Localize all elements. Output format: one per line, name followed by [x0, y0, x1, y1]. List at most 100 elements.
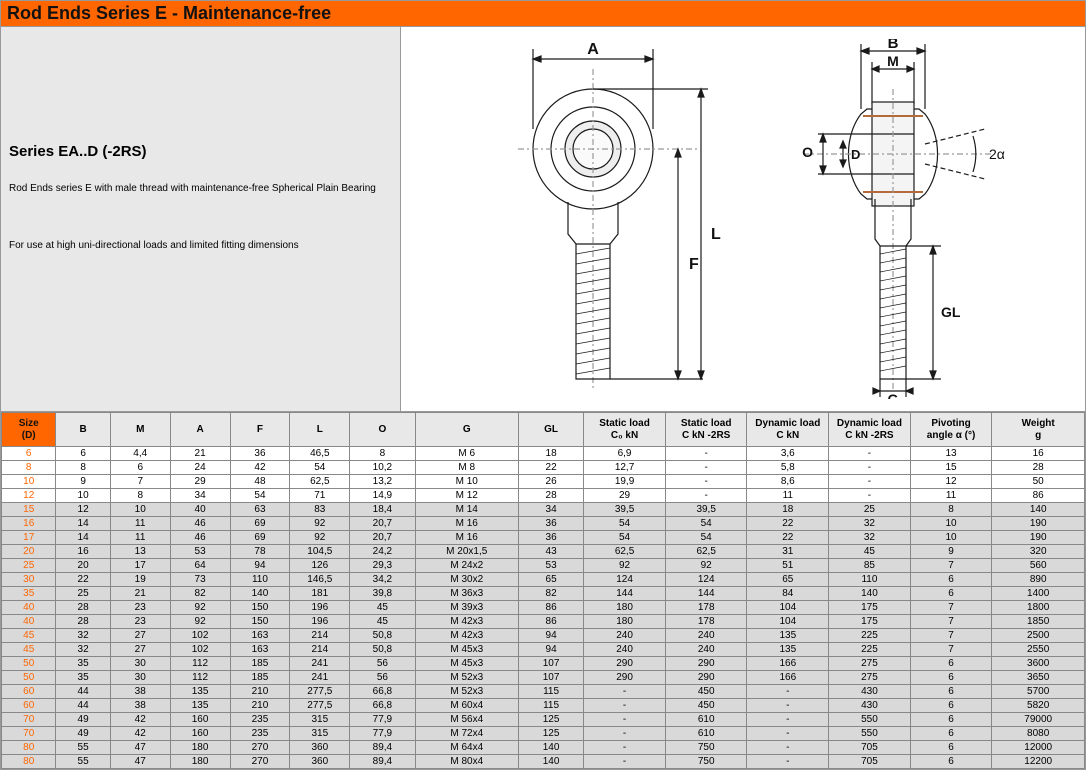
table-cell: 290 [665, 671, 747, 685]
table-cell: 10 [2, 475, 56, 489]
table-cell: 610 [665, 713, 747, 727]
table-cell: 62,5 [290, 475, 350, 489]
table-cell: 290 [584, 657, 666, 671]
table-cell: 44 [56, 685, 110, 699]
table-cell: 71 [290, 489, 350, 503]
table-cell: 34 [170, 489, 230, 503]
table-cell: M 42x3 [415, 615, 518, 629]
table-cell: 180 [170, 741, 230, 755]
table-cell: 45 [350, 615, 415, 629]
table-cell: M 14 [415, 503, 518, 517]
table-cell: 6 [910, 573, 992, 587]
table-cell: 135 [747, 629, 829, 643]
table-cell: 26 [518, 475, 583, 489]
table-cell: 21 [110, 587, 170, 601]
table-cell: 89,4 [350, 755, 415, 769]
table-cell: 275 [829, 657, 911, 671]
table-cell: 30 [2, 573, 56, 587]
table-cell: 1400 [992, 587, 1085, 601]
table-cell: 34 [518, 503, 583, 517]
table-cell: 107 [518, 671, 583, 685]
table-cell: M 45x3 [415, 643, 518, 657]
table-cell: 11 [110, 517, 170, 531]
table-cell: 163 [230, 629, 290, 643]
table-cell: 13 [910, 447, 992, 461]
table-cell: 7 [910, 643, 992, 657]
table-cell: 430 [829, 685, 911, 699]
table-cell: 32 [56, 643, 110, 657]
table-cell: 64 [170, 559, 230, 573]
table-cell: 44 [56, 699, 110, 713]
table-row: 1210834547114,9M 122829-11-1186 [2, 489, 1085, 503]
table-cell: 2500 [992, 629, 1085, 643]
col-header: Dynamic loadC kN [747, 413, 829, 447]
table-cell: 241 [290, 671, 350, 685]
table-row: 3525218214018139,8M 36x38214414484140614… [2, 587, 1085, 601]
table-cell: 8080 [992, 727, 1085, 741]
table-row: 45322710216321450,8M 42x3942402401352257… [2, 629, 1085, 643]
table-cell: 175 [829, 615, 911, 629]
table-cell: 5700 [992, 685, 1085, 699]
table-row: 4028239215019645M 39x3861801781041757180… [2, 601, 1085, 615]
col-header: Static loadC₀ kN [584, 413, 666, 447]
table-cell: 89,4 [350, 741, 415, 755]
table-cell: 77,9 [350, 713, 415, 727]
table-cell: 22 [747, 517, 829, 531]
table-cell: 240 [665, 629, 747, 643]
rod-end-front-view: A [463, 39, 723, 399]
table-cell: 277,5 [290, 699, 350, 713]
table-cell: 140 [992, 503, 1085, 517]
table-cell: 53 [518, 559, 583, 573]
col-header: Size(D) [2, 413, 56, 447]
table-cell: 3650 [992, 671, 1085, 685]
table-cell: 45 [2, 643, 56, 657]
svg-text:D: D [851, 147, 860, 162]
table-cell: 135 [170, 699, 230, 713]
series-name: Series EA..D (-2RS) [9, 143, 392, 160]
table-cell: 54 [290, 461, 350, 475]
col-header: G [415, 413, 518, 447]
table-cell: - [584, 685, 666, 699]
table-cell: 25 [2, 559, 56, 573]
table-row: 50353011218524156M 52x310729029016627563… [2, 671, 1085, 685]
table-cell: 166 [747, 671, 829, 685]
table-cell: 17 [2, 531, 56, 545]
table-cell: 6 [910, 671, 992, 685]
table-cell: 19 [110, 573, 170, 587]
table-cell: 124 [584, 573, 666, 587]
table-cell: 65 [747, 573, 829, 587]
table-cell: 11 [747, 489, 829, 503]
table-row: 70494216023531577,9M 72x4125-610-5506808… [2, 727, 1085, 741]
table-cell: 94 [518, 629, 583, 643]
table-cell: 11 [910, 489, 992, 503]
table-cell: 46,5 [290, 447, 350, 461]
table-cell: 7 [910, 601, 992, 615]
table-cell: 92 [170, 601, 230, 615]
table-cell: 6 [2, 447, 56, 461]
table-cell: 270 [230, 755, 290, 769]
table-cell: 140 [829, 587, 911, 601]
table-cell: 210 [230, 685, 290, 699]
table-cell: 6 [910, 727, 992, 741]
table-cell: 115 [518, 685, 583, 699]
svg-text:O: O [802, 144, 813, 160]
table-cell: 45 [350, 601, 415, 615]
table-cell: 50,8 [350, 643, 415, 657]
table-cell: 78 [230, 545, 290, 559]
table-cell: 107 [518, 657, 583, 671]
table-cell: 54 [665, 531, 747, 545]
table-cell: 32 [829, 531, 911, 545]
table-cell: 92 [290, 517, 350, 531]
table-cell: 63 [230, 503, 290, 517]
table-cell: 85 [829, 559, 911, 573]
table-cell: 83 [290, 503, 350, 517]
table-cell: 38 [110, 699, 170, 713]
table-cell: 8 [910, 503, 992, 517]
table-cell: 6 [910, 699, 992, 713]
table-cell: 430 [829, 699, 911, 713]
table-row: 604438135210277,566,8M 60x4115-450-43065… [2, 699, 1085, 713]
table-row: 30221973110146,534,2M 30x265124124651106… [2, 573, 1085, 587]
table-cell: M 24x2 [415, 559, 518, 573]
table-cell: 5,8 [747, 461, 829, 475]
table-cell: 77,9 [350, 727, 415, 741]
